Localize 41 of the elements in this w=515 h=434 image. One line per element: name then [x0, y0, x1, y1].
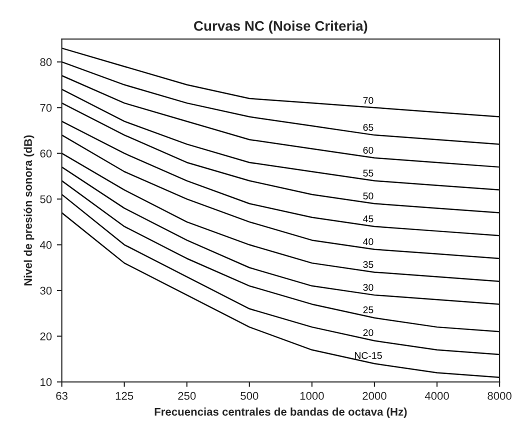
line-series: [62, 48, 500, 118]
x-tick-label: 250: [178, 392, 196, 400]
line-series: [62, 75, 500, 168]
series-label: 45: [363, 216, 374, 222]
y-tick-label: 20: [40, 332, 52, 340]
x-tick-label: 63: [56, 392, 68, 400]
line-series: [62, 152, 500, 282]
series-label: NC-15: [354, 352, 382, 359]
series-label: 60: [363, 146, 374, 154]
y-axis-title: Nivel de presión sonora (dB): [24, 135, 34, 286]
x-axis-title: Frecuencias centrales de bandas de octava (Hz): [154, 408, 407, 418]
series-label: 50: [363, 192, 374, 200]
series-label: 65: [363, 124, 374, 131]
line-series: [62, 120, 500, 236]
line-series: [62, 88, 500, 191]
y-tick-label: 60: [40, 150, 52, 158]
chart-title: Curvas NC (Noise Criteria): [194, 20, 368, 34]
y-tick-label: 50: [40, 195, 52, 204]
x-tick-label: 1000: [300, 392, 324, 400]
line-series: [62, 166, 500, 305]
y-tick-label: 70: [40, 104, 52, 112]
series-label: 25: [363, 306, 374, 314]
series-label: 30: [363, 284, 374, 291]
series-label: 20: [363, 329, 374, 336]
series-label: 70: [363, 96, 374, 104]
y-tick-label: 30: [40, 286, 52, 295]
series-label: 55: [363, 170, 374, 177]
x-tick-label: 2000: [362, 392, 386, 400]
line-series: [62, 212, 500, 378]
series-label: 40: [363, 238, 374, 246]
y-tick-label: 80: [40, 58, 52, 66]
line-series: [62, 61, 500, 145]
x-tick-label: 125: [116, 392, 134, 400]
line-series: [62, 102, 500, 214]
x-tick-label: 500: [240, 392, 258, 400]
x-tick-label: 4000: [424, 392, 449, 400]
y-tick-label: 10: [40, 378, 52, 386]
line-series: [62, 134, 500, 260]
y-tick-label: 40: [40, 241, 52, 249]
x-tick-label: 8000: [488, 392, 512, 400]
series-label: 35: [363, 261, 374, 268]
